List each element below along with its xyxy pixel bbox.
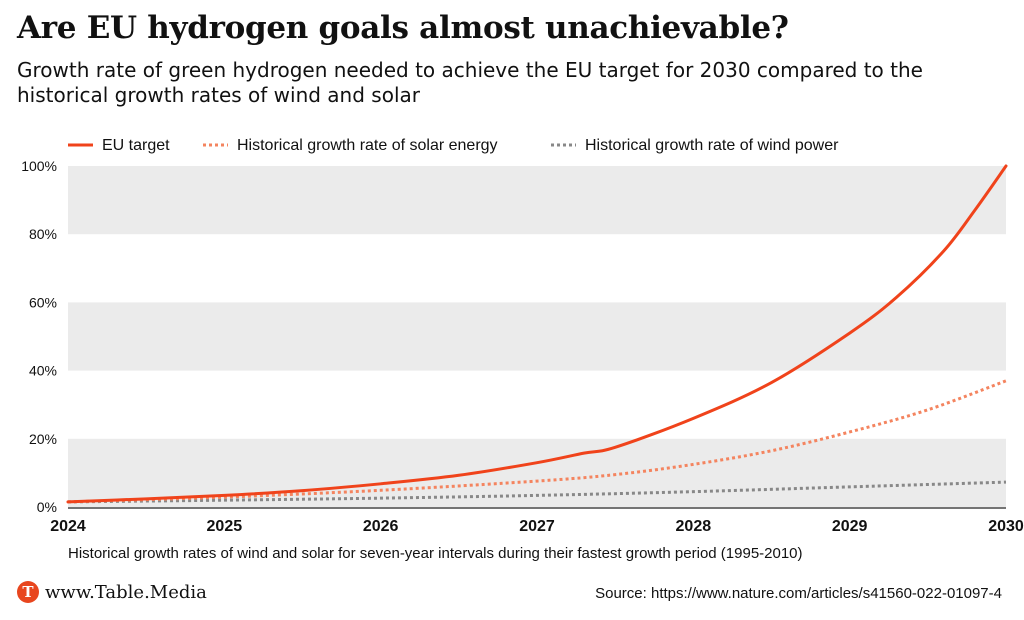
table-media-logo-icon: T xyxy=(17,581,39,603)
x-tick-label: 2030 xyxy=(988,518,1024,535)
x-tick-label: 2029 xyxy=(832,518,868,535)
series-line-solar xyxy=(67,379,1007,504)
source-note: Source: https://www.nature.com/articles/… xyxy=(595,585,1002,602)
grid-band xyxy=(68,302,1006,371)
series-line-wind xyxy=(67,480,1007,504)
x-tick-label: 2025 xyxy=(207,518,243,535)
y-tick-label: 100% xyxy=(21,158,57,174)
grid-band xyxy=(68,166,1006,235)
x-tick-label: 2026 xyxy=(363,518,399,535)
series-lines xyxy=(66,164,1008,504)
y-tick-label: 40% xyxy=(29,363,57,379)
y-tick-label: 20% xyxy=(29,431,57,447)
brand-logo[interactable]: T www.Table.Media xyxy=(17,581,207,603)
x-tick-label: 2027 xyxy=(519,518,555,535)
legend-label: Historical growth rate of solar energy xyxy=(237,137,498,154)
x-tick-label: 2028 xyxy=(676,518,712,535)
brand-site-text: www.Table.Media xyxy=(45,581,207,603)
legend: EU target Historical growth rate of solar… xyxy=(68,137,839,154)
y-tick-label: 0% xyxy=(37,499,57,515)
legend-item[interactable]: Historical growth rate of wind power xyxy=(551,137,839,154)
x-axis-tick-labels: 2024 2025 2026 2027 2028 2029 2030 xyxy=(50,518,1024,535)
chart-title: Are EU hydrogen goals almost unachievabl… xyxy=(17,10,789,46)
x-axis-caption: Historical growth rates of wind and sola… xyxy=(68,545,803,562)
legend-label: EU target xyxy=(102,137,170,154)
y-tick-label: 60% xyxy=(29,294,57,310)
chart-subtitle: Growth rate of green hydrogen needed to … xyxy=(17,58,923,107)
series-line-eu-target xyxy=(66,164,1008,504)
grid-bands xyxy=(68,166,1006,507)
legend-item[interactable]: EU target xyxy=(68,137,170,154)
y-tick-label: 80% xyxy=(29,226,57,242)
legend-item[interactable]: Historical growth rate of solar energy xyxy=(203,137,498,154)
x-tick-label: 2024 xyxy=(50,518,86,535)
y-axis-tick-labels: 0% 20% 40% 60% 80% 100% xyxy=(21,158,57,515)
legend-label: Historical growth rate of wind power xyxy=(585,137,839,154)
